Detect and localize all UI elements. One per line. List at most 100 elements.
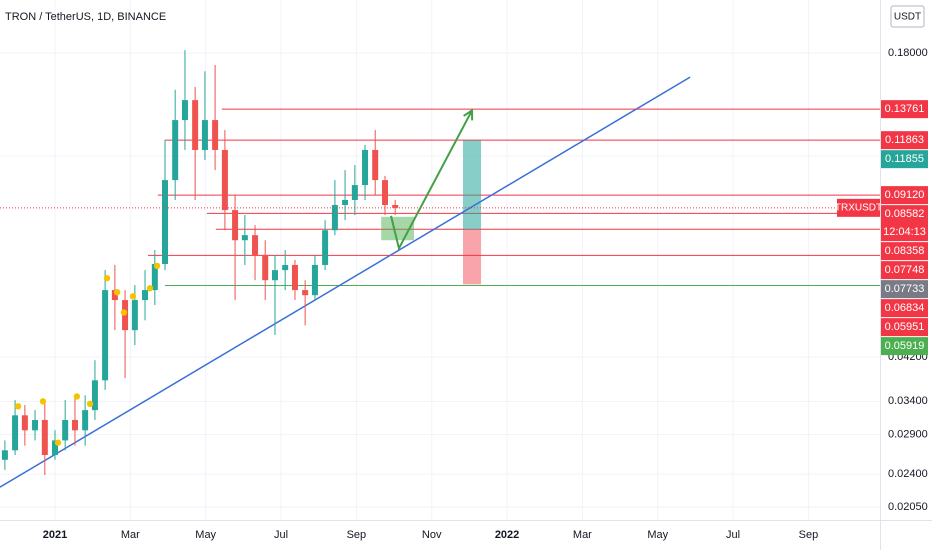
candle-body — [262, 254, 269, 281]
candle-body — [151, 263, 158, 291]
candle-body — [162, 180, 168, 264]
candle-body — [142, 290, 149, 301]
price-tag — [881, 299, 928, 318]
candle-body — [41, 419, 48, 456]
signal-dot — [103, 274, 111, 282]
price-tag — [881, 150, 928, 169]
price-tag-label: 0.05919 — [885, 340, 925, 352]
candle-body — [272, 270, 278, 281]
y-tick-label: 0.02050 — [888, 501, 928, 513]
chart-title: TRON / TetherUS, 1D, BINANCE — [5, 11, 166, 23]
price-tag-label: 0.06834 — [885, 302, 925, 314]
candle-body — [111, 290, 118, 301]
axes: 0.180000.110000.042000.034000.029000.024… — [43, 47, 928, 541]
grid — [0, 0, 880, 520]
candle-body — [62, 419, 69, 441]
signal-dot — [39, 398, 47, 405]
x-tick-label: 2021 — [43, 529, 67, 541]
candle-body — [392, 204, 399, 208]
candle-body — [102, 290, 109, 381]
signal-dot — [153, 262, 161, 270]
price-tag-label: 0.09120 — [885, 189, 925, 201]
candle-body — [382, 180, 388, 205]
position-stop-zone — [462, 229, 482, 285]
price-tag-label: 0.13761 — [885, 103, 925, 115]
plot: TRXUSDT — [0, 50, 882, 488]
forecast-arrow — [390, 109, 473, 252]
signal-dot — [54, 439, 62, 446]
candle-body — [241, 235, 248, 241]
candle-body — [91, 380, 98, 411]
candle-body — [52, 440, 58, 456]
candle-body — [172, 120, 179, 181]
price-tag — [881, 100, 928, 119]
x-tick-label: 2022 — [495, 529, 519, 541]
signal-dot — [129, 293, 137, 300]
x-tick-label: Mar — [573, 529, 592, 541]
candle-body — [181, 100, 188, 121]
candle-body — [71, 419, 78, 431]
candle-body — [232, 210, 239, 241]
price-tag — [881, 242, 928, 261]
price-tag — [881, 280, 928, 299]
candle-body — [362, 149, 369, 186]
price-tag-label: 0.11863 — [885, 134, 924, 146]
countdown-label: 12:04:13 — [883, 226, 926, 238]
x-tick-label: Mar — [121, 529, 140, 541]
candle-body — [212, 120, 219, 150]
price-tag-label: 0.08582 — [885, 208, 925, 220]
signal-dot — [86, 400, 94, 408]
y-tick-label: 0.18000 — [888, 47, 928, 59]
price-tag — [881, 318, 928, 337]
candle-body — [282, 264, 289, 271]
candle-body — [21, 415, 28, 431]
candle-body — [1, 450, 8, 460]
arrow-head — [463, 108, 474, 121]
x-tick-label: Jul — [726, 529, 740, 541]
symbol-badge — [837, 198, 880, 217]
y-tick-label: 0.02900 — [888, 428, 928, 440]
candle-body — [331, 204, 338, 231]
candle-body — [302, 290, 309, 296]
candle-body — [351, 185, 358, 200]
signal-dot — [146, 285, 154, 292]
x-tick-label: May — [647, 529, 668, 541]
signal-dot — [14, 403, 22, 410]
position-target-zone — [462, 140, 482, 230]
candle-body — [131, 300, 138, 331]
price-tag — [881, 337, 928, 356]
x-tick-label: May — [195, 529, 216, 541]
price-tag-label: 0.07748 — [885, 264, 925, 276]
price-tag — [881, 261, 928, 280]
candle-body — [201, 120, 208, 150]
candle-body — [372, 149, 379, 181]
candle-body — [82, 410, 89, 431]
candle-body — [342, 199, 349, 205]
candle-body — [221, 149, 228, 211]
signal-dot — [113, 289, 121, 296]
currency-label[interactable]: USDT — [894, 12, 921, 23]
trend-line — [0, 76, 691, 488]
price-tag — [881, 205, 928, 242]
price-tag-label: 0.08358 — [885, 245, 925, 257]
price-tag-label: 0.05951 — [885, 321, 925, 333]
candle-body — [192, 100, 199, 150]
symbol-label: TRXUSDT — [835, 202, 882, 213]
currency-button[interactable] — [890, 5, 925, 28]
x-tick-label: Sep — [799, 529, 819, 541]
x-tick-label: Nov — [422, 529, 442, 541]
price-tag-label: 0.07733 — [885, 283, 925, 295]
price-tag-label: 0.11855 — [885, 153, 924, 165]
candle-body — [291, 264, 298, 291]
candle-body — [322, 230, 329, 265]
candle-body — [12, 415, 19, 451]
signal-dot — [73, 393, 81, 400]
y-tick-label: 0.03400 — [888, 395, 928, 407]
y-tick-label: 0.02400 — [888, 468, 928, 480]
price-tag — [881, 186, 928, 205]
price-tag — [881, 131, 928, 150]
x-tick-label: Jul — [274, 529, 288, 541]
candle-body — [252, 235, 259, 255]
